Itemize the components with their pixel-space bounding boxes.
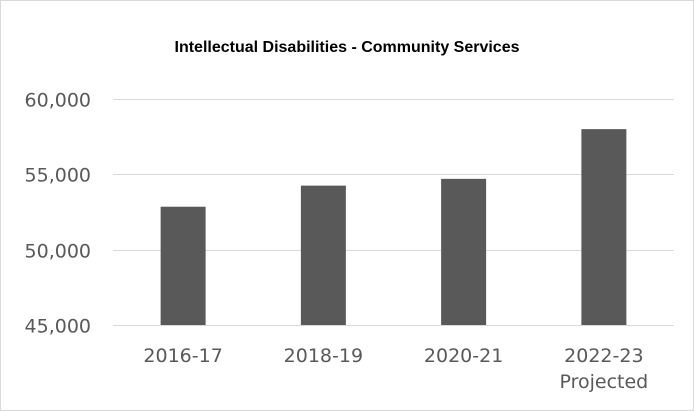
x-tick-label: Projected (559, 371, 648, 393)
x-tick-label: 2022-23 (564, 345, 643, 367)
bar (581, 129, 627, 325)
x-axis-ticks: 2016-17 2018-19 2020-21 2022-23 Projected (143, 345, 648, 393)
bars (160, 129, 627, 325)
bar (441, 178, 487, 325)
bar (300, 185, 346, 325)
x-tick-label: 2020-21 (424, 345, 503, 367)
chart-title: Intellectual Disabilities - Community Se… (175, 39, 520, 56)
bar (160, 206, 206, 325)
gridlines (113, 99, 674, 326)
x-tick-label: 2016-17 (143, 345, 222, 367)
x-tick-label: 2018-19 (284, 345, 363, 367)
y-tick-label: 60,000 (25, 90, 91, 112)
y-tick-label: 45,000 (25, 316, 91, 338)
y-tick-label: 50,000 (25, 241, 91, 263)
y-axis-ticks: 45,000 50,000 55,000 60,000 (25, 90, 91, 338)
y-tick-label: 55,000 (25, 165, 91, 187)
